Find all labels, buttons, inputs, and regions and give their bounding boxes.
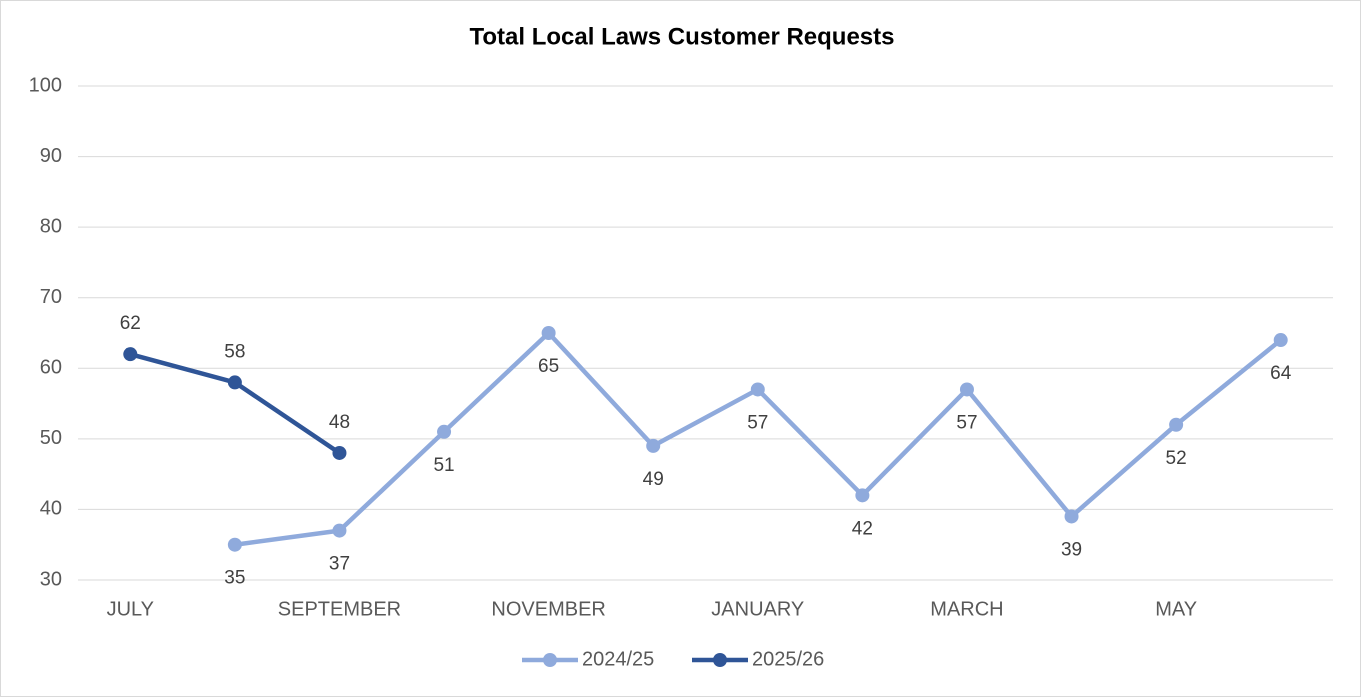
legend-label: 2025/26 [752,648,824,670]
data-label: 39 [1061,540,1082,561]
data-point [123,347,138,362]
legend-swatch-marker [713,653,727,667]
data-label: 64 [1270,363,1292,384]
chart-title: Total Local Laws Customer Requests [470,23,895,50]
data-point [541,326,556,340]
x-tick-label: MARCH [930,598,1003,620]
legend-swatch-marker [543,653,557,667]
data-point [855,488,870,503]
data-point [332,445,347,460]
data-point [227,375,242,390]
data-label: 58 [224,341,245,362]
data-label: 52 [1166,448,1187,469]
data-point [437,424,452,439]
y-tick-label: 60 [40,357,62,379]
legend-label: 2024/25 [582,648,654,670]
data-label: 37 [329,554,350,575]
y-tick-label: 40 [40,498,62,520]
data-label: 51 [433,455,454,476]
y-tick-label: 50 [40,427,62,449]
x-tick-label: JULY [107,598,154,620]
y-tick-label: 80 [40,215,62,237]
x-tick-label: NOVEMBER [491,598,605,620]
x-tick-label: SEPTEMBER [278,598,401,620]
data-point [646,438,661,453]
y-tick-label: 100 [29,74,62,96]
x-tick-label: JANUARY [711,598,804,620]
data-label: 57 [747,412,768,433]
data-label: 42 [852,518,873,539]
x-tick-label: MAY [1155,598,1197,620]
y-tick-label: 30 [40,568,62,590]
data-point [1064,509,1079,524]
data-point [227,537,242,552]
data-point [332,523,347,538]
data-label: 48 [329,412,350,433]
data-label: 65 [538,356,559,377]
data-label: 57 [956,412,977,433]
y-tick-label: 70 [40,286,62,308]
data-label: 35 [224,568,245,589]
data-point [750,382,765,397]
y-tick-label: 90 [40,145,62,167]
data-label: 49 [643,469,664,490]
data-label: 62 [120,313,141,334]
data-point [1169,417,1184,432]
data-point [1273,333,1288,348]
data-point [959,382,974,397]
